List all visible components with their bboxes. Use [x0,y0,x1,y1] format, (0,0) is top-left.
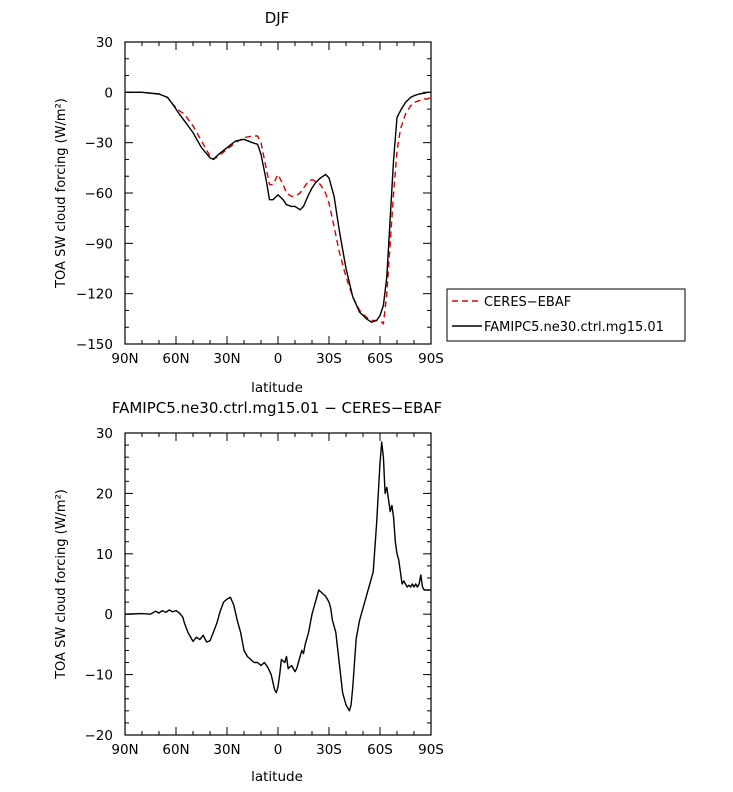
bottom-plot-frame [124,432,432,736]
bottom-axis-ticks: 90N 60N 30N 0 30S 60S 90S 30 20 10 0 −10 −20 [85,426,444,758]
bottom-panel: FAMIPC5.ne30.ctrl.mg15.01 − CERES−EBAF 9… [54,399,444,785]
top-x-tick-label: 60S [367,351,393,367]
top-series-lines [125,91,432,325]
top-x-tick-label: 90S [418,351,444,367]
bottom-y-tick-label: 10 [96,547,113,563]
top-y-tick-label: 0 [104,85,113,101]
top-y-axis-label: TOA SW cloud forcing (W/m²) [54,98,69,289]
top-y-tick-label: −60 [85,186,114,202]
bottom-y-tick-label: −10 [85,668,114,684]
bottom-y-axis-label: TOA SW cloud forcing (W/m²) [54,489,69,680]
bottom-x-tick-label: 90N [111,742,138,758]
top-y-tick-label: −150 [76,337,113,353]
bottom-series-lines [124,441,431,712]
top-y-tick-label: 30 [96,35,113,51]
top-plot-frame [124,41,432,345]
top-x-tick-label: 60N [162,351,189,367]
top-series-line-0 [125,91,432,325]
top-panel: DJF 90N 60N 30N 0 30S 60S 90S 30 0 −30 −60 −90 −120 −… [54,9,686,396]
legend: CERES−EBAF FAMIPC5.ne30.ctrl.mg15.01 [446,288,686,342]
legend-box [446,288,686,342]
top-x-tick-label: 0 [274,351,283,367]
top-y-tick-label: −30 [85,136,114,152]
bottom-y-tick-label: −20 [85,728,114,744]
top-x-tick-label: 30S [316,351,342,367]
top-x-axis-label: latitude [251,380,303,396]
bottom-series-line-0 [124,441,431,712]
bottom-x-axis-label: latitude [251,769,303,785]
top-y-tick-label: −90 [85,236,114,252]
bottom-chart-title: FAMIPC5.ne30.ctrl.mg15.01 − CERES−EBAF [112,399,442,417]
top-axis-ticks: 90N 60N 30N 0 30S 60S 90S 30 0 −30 −60 −90 −120 −150 [76,35,444,367]
top-y-tick-label: −120 [76,287,113,303]
top-chart-title: DJF [265,9,290,27]
bottom-x-tick-label: 30N [213,742,240,758]
legend-label-ceres: CERES−EBAF [484,295,571,310]
bottom-y-tick-label: 30 [96,426,113,442]
bottom-x-tick-label: 60N [162,742,189,758]
bottom-x-tick-label: 30S [316,742,342,758]
bottom-x-tick-label: 90S [418,742,444,758]
bottom-y-tick-label: 0 [104,607,113,623]
bottom-x-tick-label: 60S [367,742,393,758]
bottom-x-tick-label: 0 [274,742,283,758]
top-x-tick-label: 30N [213,351,240,367]
top-series-line-1 [125,91,431,323]
legend-label-famipc5: FAMIPC5.ne30.ctrl.mg15.01 [484,320,664,335]
bottom-y-tick-label: 20 [96,486,113,502]
top-x-tick-label: 90N [111,351,138,367]
